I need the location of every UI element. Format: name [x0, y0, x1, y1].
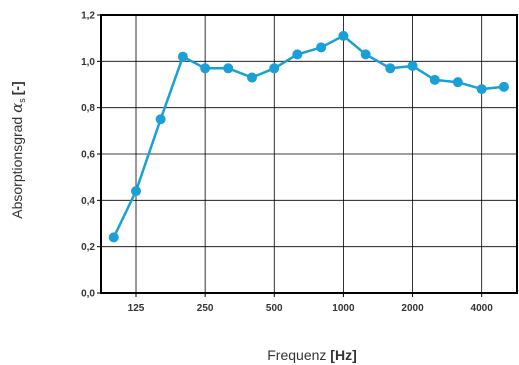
data-point — [498, 81, 509, 92]
x-tick-label: 4000 — [471, 303, 494, 314]
x-tick-labels: 125 250 500 1000 2000 4000 — [128, 303, 494, 314]
y-tick-label: 1,0 — [81, 57, 95, 68]
data-point — [429, 74, 440, 85]
y-tick-label: 0,6 — [81, 150, 95, 161]
data-point — [200, 63, 211, 74]
series-line — [112, 34, 505, 238]
data-point — [247, 72, 258, 83]
data-point — [360, 49, 371, 60]
data-point — [177, 51, 188, 62]
x-tick-label: 250 — [197, 303, 214, 314]
x-tick-label: 2000 — [401, 303, 424, 314]
data-point — [155, 114, 166, 125]
data-point — [452, 77, 463, 88]
axes — [97, 14, 518, 297]
y-tick-label: 0,0 — [81, 289, 95, 300]
y-axis-title: Absorptionsgrad αs[-] — [8, 81, 27, 218]
data-point — [269, 63, 280, 74]
y-tick-label: 0,2 — [81, 242, 95, 253]
data-point — [108, 232, 119, 243]
data-point — [407, 60, 418, 71]
plot-frame — [100, 14, 518, 294]
data-point — [223, 63, 234, 74]
x-tick-label: 1000 — [332, 303, 355, 314]
data-point — [476, 84, 487, 95]
data-point — [131, 186, 142, 197]
y-tick-labels: 0,0 0,2 0,4 0,6 0,8 1,0 1,2 — [81, 11, 95, 300]
y-tick-label: 0,8 — [81, 103, 95, 114]
data-point — [316, 42, 327, 53]
y-tick-label: 1,2 — [81, 11, 95, 22]
data-series — [108, 30, 509, 243]
x-tick-label: 125 — [128, 303, 145, 314]
grid-lines — [101, 15, 517, 293]
x-axis-title: Frequenz [Hz] — [267, 347, 356, 363]
x-tick-label: 500 — [266, 303, 283, 314]
y-tick-label: 0,4 — [81, 196, 95, 207]
data-point — [385, 63, 396, 74]
data-point — [292, 49, 303, 60]
data-point — [338, 30, 349, 41]
